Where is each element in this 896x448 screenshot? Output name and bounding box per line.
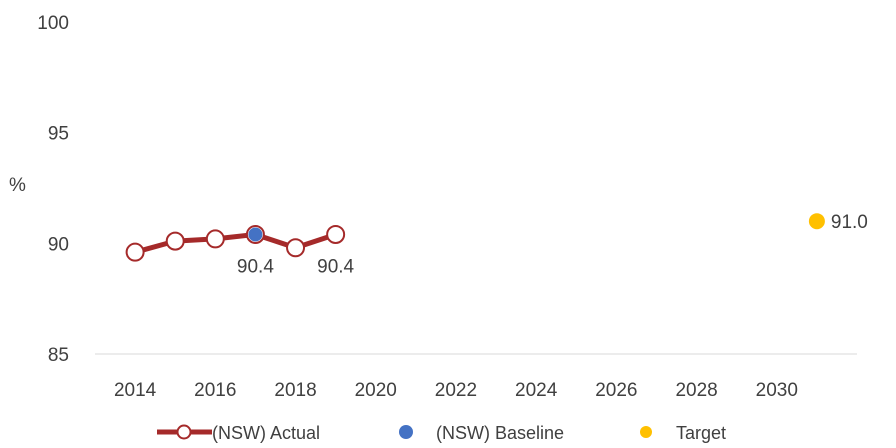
target-point: [808, 213, 825, 230]
legend-actual-label: (NSW) Actual: [212, 423, 320, 443]
x-tick-label: 2014: [114, 380, 157, 401]
x-tick-label: 2024: [515, 380, 558, 401]
actual-point: [286, 238, 306, 258]
legend-target-label: Target: [676, 423, 726, 443]
actual-series-line: [134, 231, 337, 255]
x-tick-label: 2026: [595, 380, 637, 401]
data-label: 90.4: [317, 256, 354, 277]
legend-baseline-marker: [399, 425, 413, 439]
y-tick-label: 90: [48, 234, 69, 255]
actual-point: [165, 231, 185, 251]
x-tick-label: 2028: [675, 380, 717, 401]
x-tick-label: 2030: [756, 380, 798, 401]
y-tick-label: 85: [48, 345, 69, 366]
baseline-point: [248, 227, 263, 242]
y-tick-labels: 85 90 95 100: [37, 13, 69, 366]
y-tick-label: 95: [48, 124, 69, 145]
actual-point: [326, 224, 346, 244]
x-tick-label: 2018: [274, 380, 316, 401]
series-lines: [134, 231, 337, 255]
data-label: 90.4: [237, 256, 274, 277]
data-label: 91.0: [831, 212, 868, 233]
data-labels: 90.4 90.4 91.0: [237, 212, 868, 277]
x-tick-label: 2020: [355, 380, 397, 401]
y-tick-label: 100: [37, 13, 69, 34]
x-tick-label: 2022: [435, 380, 477, 401]
actual-point: [205, 229, 225, 249]
legend-target-marker: [640, 426, 652, 438]
legend: (NSW) Actual (NSW) Baseline Target: [157, 423, 726, 443]
legend-baseline-label: (NSW) Baseline: [436, 423, 564, 443]
legend-actual-marker: [176, 424, 192, 440]
series-points: [125, 213, 825, 262]
actual-point: [125, 242, 145, 262]
x-tick-labels: 2014 2016 2018 2020 2022 2024 2026 2028 2030: [114, 380, 798, 401]
x-tick-label: 2016: [194, 380, 236, 401]
y-axis-title: %: [9, 175, 26, 196]
